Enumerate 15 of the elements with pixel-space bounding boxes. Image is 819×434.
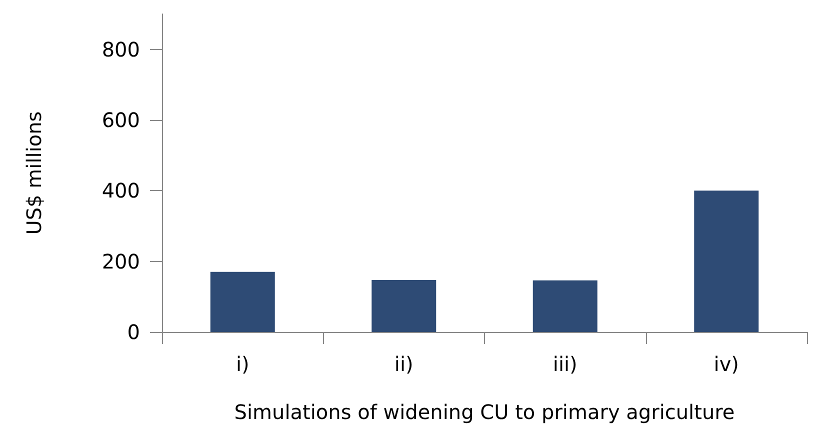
bar — [694, 190, 759, 332]
y-tick-label: 0 — [127, 320, 140, 344]
bar — [210, 272, 275, 332]
y-tick-label: 400 — [102, 178, 140, 203]
x-tick-label: iv) — [714, 352, 739, 376]
x-axis-title: Simulations of widening CU to primary agriculture — [234, 400, 735, 424]
x-tick-label: i) — [236, 352, 250, 376]
bar — [532, 280, 598, 332]
y-tick-label: 200 — [102, 249, 140, 274]
x-tick-label: ii) — [394, 352, 414, 376]
x-tick-label: iii) — [552, 352, 578, 376]
y-tick-label: 800 — [102, 37, 140, 62]
y-axis-title: US$ millions — [22, 111, 46, 235]
bar — [372, 280, 436, 332]
y-tick-label: 600 — [102, 108, 140, 132]
